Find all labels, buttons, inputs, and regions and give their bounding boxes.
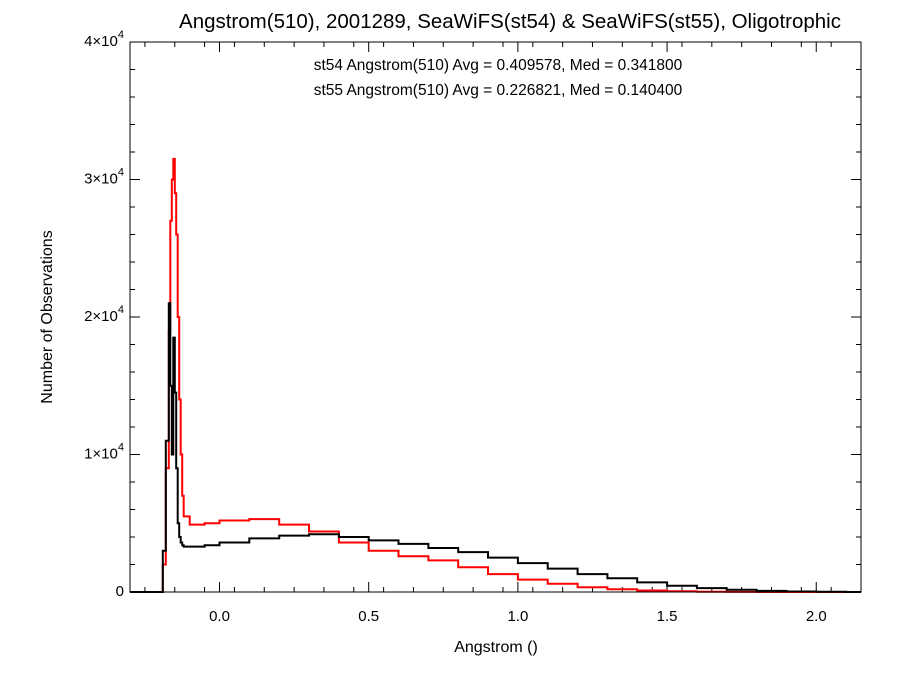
y-axis-label: Number of Observations	[39, 230, 56, 403]
annotation-group: st54 Angstrom(510) Avg = 0.409578, Med =…	[314, 57, 683, 99]
x-tick-label: 0.0	[209, 608, 230, 625]
y-axis-ticks: 0 1×104 2×104 3×104 4×104	[84, 29, 861, 600]
y-tick-label: 3×104	[84, 167, 124, 188]
annotation-st55: st55 Angstrom(510) Avg = 0.226821, Med =…	[314, 82, 683, 99]
y-tick-label: 0	[116, 583, 124, 600]
y-tick-label: 2×104	[84, 304, 124, 325]
chart-title: Angstrom(510), 2001289, SeaWiFS(st54) & …	[179, 10, 841, 33]
plot-frame	[129, 41, 862, 593]
series-line-st54	[130, 302, 861, 593]
annotation-st54: st54 Angstrom(510) Avg = 0.409578, Med =…	[314, 57, 683, 74]
series-line-st55	[130, 157, 861, 593]
x-tick-label: 0.5	[358, 608, 379, 625]
y-tick-label: 4×104	[84, 29, 124, 50]
x-axis-ticks: 0.0 0.5 1.0 1.5 2.0	[144, 42, 862, 625]
x-tick-label: 1.5	[657, 608, 678, 625]
x-axis-label: Angstrom ()	[454, 639, 538, 656]
x-tick-label: 1.0	[507, 608, 528, 625]
x-tick-label: 2.0	[806, 608, 827, 625]
plot-series	[130, 157, 861, 593]
y-tick-label: 1×104	[84, 442, 124, 463]
